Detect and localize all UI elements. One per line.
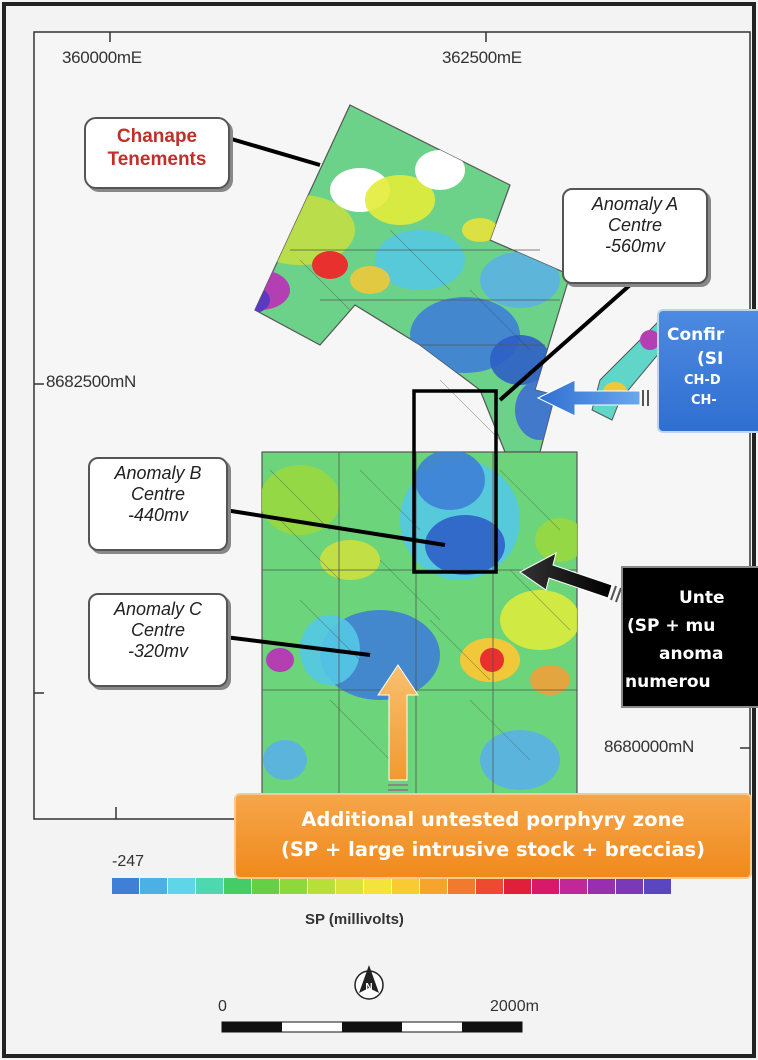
legend-swatch [476,878,503,894]
easting-label-362500: 362500mE [442,48,522,67]
confirmed-line3: CH-D [684,373,721,388]
anomaly-a-value: -560mv [604,236,666,256]
legend-swatch [448,878,475,894]
tenement-label-line1: Chanape [116,126,198,147]
confirmed-line1: Confir [667,325,725,345]
additional-line1: Additional untested porphyry zone [301,808,685,831]
anomaly-c-leader-line [224,635,371,657]
northing-label-8680000: 8680000mN [604,737,694,756]
scale-end-label: 2000m [490,998,539,1015]
legend-swatch [588,878,615,894]
anomaly-a-centre: Centre [607,215,663,235]
confirmed-line4: CH- [691,393,717,408]
legend-min-value: -247 [112,853,145,870]
northing-label-8682500: 8682500mN [46,372,136,391]
tenement-callout: Chanape Tenements [84,117,230,189]
untested-line2: (SP + mu [627,616,716,636]
untested-arrow [519,552,622,603]
confirmed-line2: (SI [697,349,724,369]
anomaly-c-callout: Anomaly C Centre -320mv [88,593,228,687]
legend-swatch [224,878,251,894]
additional-arrow [377,664,419,791]
anomaly-b-callout: Anomaly B Centre -440mv [88,457,228,551]
legend-swatch [616,878,643,894]
tenement-label-line2: Tenements [107,149,207,170]
anomaly-b-value: -440mv [127,505,189,525]
confirmed-arrow [536,379,649,417]
traverse-lines [269,229,571,761]
legend-swatch [196,878,223,894]
legend-swatch [644,878,671,894]
anomaly-a-callout: Anomaly A Centre -560mv [562,188,708,284]
untested-line3: anoma [659,644,724,664]
untested-zone-box: Unte (SP + mu anoma numerou [621,566,758,708]
legend-swatch [112,878,139,894]
legend-title: SP (millivolts) [305,911,404,928]
legend-swatch [504,878,531,894]
legend-swatch [392,878,419,894]
legend-swatch [168,878,195,894]
southern-survey-area [261,451,578,808]
anomaly-a-leader-line [498,283,632,402]
confirmed-zone-box: Confir (SI CH-D CH- [657,309,758,433]
north-arrow-letter: N [365,982,372,993]
legend-swatch [140,878,167,894]
tenement-leader-line [227,136,321,167]
legend-swatch [280,878,307,894]
untested-line1: Unte [679,588,725,608]
easting-label-360000: 360000mE [62,48,142,67]
anomaly-c-value: -320mv [127,641,189,661]
legend-swatch [532,878,559,894]
scale-bar [221,1021,523,1033]
legend-swatch [252,878,279,894]
anomaly-b-name: Anomaly B [114,463,202,483]
scale-start-label: 0 [218,998,227,1015]
legend-swatch [308,878,335,894]
target-rectangle [412,389,498,574]
north-arrow-icon: N [354,965,384,1000]
additional-line2: (SP + large intrusive stock + breccias) [280,838,706,861]
anomaly-c-name: Anomaly C [113,599,203,619]
untested-line4: numerou [625,672,711,692]
legend-swatch [336,878,363,894]
additional-zone-box: Additional untested porphyry zone (SP + … [234,793,752,879]
anomaly-b-leader-line [224,508,446,547]
anomaly-c-centre: Centre [130,620,186,640]
legend-color-bar [112,878,671,894]
legend-swatch [364,878,391,894]
anomaly-b-centre: Centre [130,484,186,504]
legend-swatch [420,878,447,894]
anomaly-a-name: Anomaly A [591,194,679,214]
legend-swatch [560,878,587,894]
